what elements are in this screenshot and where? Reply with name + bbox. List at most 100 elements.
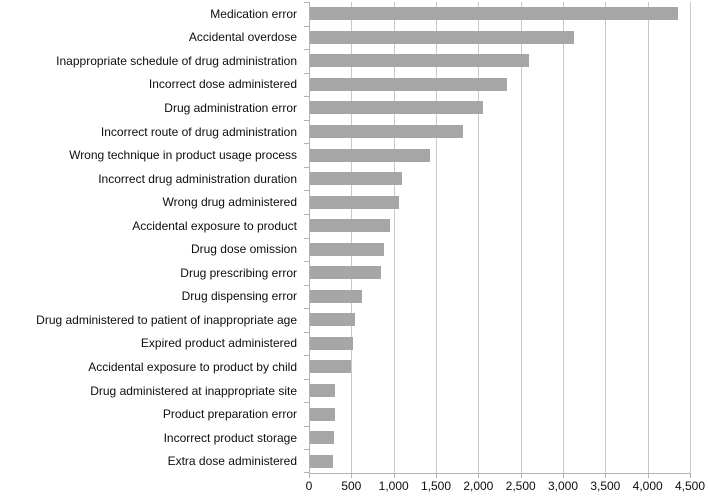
bar	[309, 7, 679, 21]
category-label: Extra dose administered	[167, 454, 297, 469]
y-axis-ticks	[304, 2, 309, 473]
bar	[309, 101, 484, 115]
bar-row	[309, 308, 690, 332]
bar-row	[309, 49, 690, 73]
bar-row	[309, 449, 690, 473]
y-axis-tick	[304, 96, 309, 98]
plot-area	[309, 2, 691, 473]
x-axis-tick-label: 1,500	[420, 479, 452, 493]
bar	[309, 313, 355, 327]
bar-row	[309, 285, 690, 309]
bar	[309, 77, 508, 91]
gridline	[690, 2, 691, 473]
x-axis-tick	[436, 474, 437, 478]
x-axis-ticks	[309, 474, 691, 479]
x-axis-tick-label: 500	[341, 479, 362, 493]
gridline	[520, 2, 522, 473]
category-label: Inappropriate schedule of drug administr…	[56, 53, 297, 68]
y-axis-tick	[304, 308, 309, 310]
bar	[309, 289, 363, 303]
y-axis-tick	[304, 402, 309, 404]
gridlines	[309, 2, 691, 473]
x-axis-tick-label: 2,500	[505, 479, 536, 493]
y-axis-tick	[304, 237, 309, 239]
y-axis-tick	[304, 119, 309, 121]
x-axis-tick	[393, 474, 395, 478]
category-labels: Medication error Accidental overdose Inapp…	[0, 2, 303, 473]
x-axis-tick	[309, 474, 310, 478]
bar	[309, 195, 399, 209]
bar	[309, 431, 335, 445]
bar-row	[309, 402, 690, 426]
bar	[309, 172, 403, 186]
y-axis-tick	[304, 331, 309, 333]
bar-row	[309, 2, 690, 26]
x-axis-tick-label: 4,500	[674, 479, 706, 493]
category-label: Incorrect route of drug administration	[100, 124, 297, 139]
category-label: Wrong drug administered	[162, 195, 297, 210]
y-axis-tick	[304, 449, 309, 451]
gridline	[605, 2, 607, 473]
y-axis-tick	[304, 72, 309, 74]
x-axis-tick-label: 4,000	[632, 479, 663, 493]
y-axis-tick	[304, 190, 309, 192]
category-label: Drug administered at inappropriate site	[90, 383, 297, 398]
category-label: Accidental exposure to product by child	[88, 359, 297, 374]
bar	[309, 242, 385, 256]
x-axis-tick-label: 3,500	[590, 479, 621, 493]
x-axis-tick	[520, 474, 522, 478]
gridline	[351, 2, 353, 473]
x-axis-tick-label: 1,000	[378, 479, 409, 493]
category-label: Incorrect product storage	[163, 430, 297, 445]
bar-row	[309, 120, 690, 144]
y-axis-tick	[304, 425, 309, 427]
bar-row	[309, 73, 690, 97]
y-axis-tick	[304, 49, 309, 51]
bar	[309, 360, 352, 374]
category-label: Drug administration error	[164, 100, 297, 115]
x-axis-tick	[605, 474, 607, 478]
bar	[309, 125, 464, 138]
bar-row	[309, 26, 690, 50]
bar-rows	[309, 2, 690, 473]
bar-row	[309, 190, 690, 214]
x-axis-tick	[690, 474, 691, 478]
gridline	[478, 2, 480, 473]
bar-row	[309, 261, 690, 285]
bar	[309, 30, 574, 44]
x-axis-tick	[563, 474, 564, 478]
x-axis-labels: 0 500 1,000 1,500 2,000 2,500 3,000 3,500 4,000 4…	[306, 479, 705, 496]
y-axis-tick	[304, 25, 309, 27]
bar	[309, 219, 391, 233]
bar	[309, 54, 530, 68]
y-axis-tick	[304, 378, 309, 380]
bar-row	[309, 214, 690, 238]
bar	[309, 407, 336, 421]
y-axis-tick	[304, 284, 309, 286]
category-label: Drug dispensing error	[181, 289, 297, 304]
bar	[309, 266, 381, 280]
bar-row	[309, 426, 690, 450]
category-label: Expired product administered	[140, 336, 297, 351]
y-axis-tick	[304, 261, 309, 263]
y-axis-line	[309, 2, 310, 474]
bar-row	[309, 332, 690, 356]
y-axis-tick	[304, 355, 309, 357]
gridline	[436, 2, 437, 473]
y-axis-tick	[304, 143, 309, 145]
bar-row	[309, 355, 690, 379]
category-label: Incorrect dose administered	[148, 77, 297, 92]
category-label: Incorrect drug administration duration	[98, 171, 297, 186]
x-axis-line	[309, 473, 691, 474]
x-axis-tick	[647, 474, 649, 478]
gridline	[647, 2, 649, 473]
bar	[309, 454, 333, 468]
bar	[309, 384, 336, 398]
bar-row	[309, 143, 690, 167]
category-label: Wrong technique in product usage process	[69, 148, 297, 163]
y-axis-tick	[304, 472, 309, 473]
category-label: Accidental exposure to product	[132, 218, 297, 233]
y-axis-tick	[304, 166, 309, 168]
x-axis-tick-label: 2,000	[463, 479, 494, 493]
